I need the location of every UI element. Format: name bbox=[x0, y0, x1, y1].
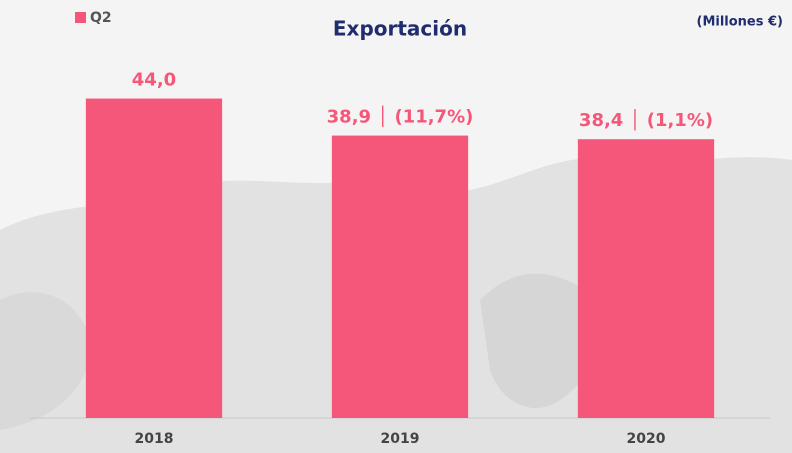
data-label: 38,4 │ (1,1%) bbox=[579, 109, 713, 131]
x-tick-label: 2020 bbox=[627, 431, 666, 447]
x-tick-label: 2018 bbox=[135, 431, 174, 447]
legend-label: Q2 bbox=[90, 10, 112, 26]
bar bbox=[331, 135, 469, 418]
bar bbox=[85, 98, 223, 418]
chart-title: Exportación bbox=[333, 17, 467, 41]
x-tick-label: 2019 bbox=[381, 431, 420, 447]
data-label: 44,0 bbox=[132, 70, 176, 91]
bar bbox=[577, 139, 715, 418]
legend-swatch bbox=[75, 12, 86, 23]
units-annotation: (Millones €) bbox=[697, 15, 784, 30]
data-label: 38,9 │ (11,7%) bbox=[327, 106, 474, 128]
